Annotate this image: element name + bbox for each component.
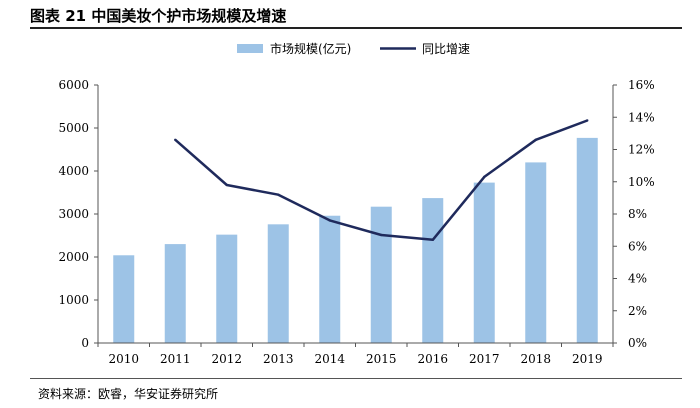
growth-point-2015 <box>380 233 383 237</box>
bar-2017 <box>473 182 495 343</box>
chart-title: 图表 21 中国美妆个护市场规模及增速 <box>30 7 287 25</box>
x-tick-label: 2012 <box>211 352 242 366</box>
left-tick-label: 2000 <box>58 250 89 264</box>
bar-2016 <box>422 198 444 343</box>
bar-2018 <box>525 162 547 343</box>
x-tick-label: 2019 <box>572 352 603 366</box>
bar-2014 <box>319 215 341 343</box>
growth-point-2016 <box>431 238 434 241</box>
x-tick-label: 2017 <box>469 352 500 366</box>
line-layer <box>174 119 589 242</box>
axes-layer: 0 1000 2000 3000 4000 5000 6000 0% 2% 4% 6% 8% 10% 12… <box>58 78 654 366</box>
bar-2011 <box>164 244 186 343</box>
growth-point-2018 <box>534 138 537 142</box>
x-tick-label: 2014 <box>314 352 345 366</box>
bar-2012 <box>216 234 238 343</box>
right-tick-label: 12% <box>628 143 655 157</box>
right-tick-label: 8% <box>628 207 647 221</box>
growth-point-2011 <box>174 138 177 142</box>
right-tick-label: 10% <box>628 175 655 189</box>
x-tick-label: 2013 <box>263 352 294 366</box>
growth-point-2014 <box>328 219 331 222</box>
title-rule <box>30 27 682 29</box>
legend-line-label: 同比增速 <box>422 42 470 56</box>
x-tick-label: 2016 <box>417 352 448 366</box>
right-tick-label: 4% <box>628 272 647 286</box>
right-tick-label: 14% <box>628 110 655 124</box>
growth-point-2017 <box>483 175 486 179</box>
source-note: 资料来源：欧睿，华安证券研究所 <box>38 387 219 401</box>
right-tick-label: 0% <box>628 336 647 350</box>
bar-2010 <box>113 255 135 343</box>
bar-2015 <box>370 206 392 343</box>
x-tick-label: 2010 <box>108 352 139 366</box>
growth-point-2019 <box>586 119 589 122</box>
chart-area: 0 1000 2000 3000 4000 5000 6000 0% 2% 4% 6% 8% 10% 12… <box>58 41 654 366</box>
right-tick-label: 2% <box>628 304 647 318</box>
source-rule <box>30 378 682 379</box>
x-tick-label: 2015 <box>366 352 397 366</box>
growth-point-2012 <box>225 183 228 187</box>
left-tick-label: 0 <box>81 336 89 350</box>
growth-point-2013 <box>277 193 280 196</box>
legend: 市场规模(亿元) 同比增速 <box>237 41 470 56</box>
left-tick-label: 6000 <box>58 78 89 92</box>
x-tick-label: 2011 <box>160 352 191 366</box>
right-tick-label: 16% <box>628 78 655 92</box>
right-tick-label: 6% <box>628 239 647 253</box>
left-tick-label: 3000 <box>58 207 89 221</box>
bar-2019 <box>576 137 598 343</box>
legend-bar-swatch <box>237 44 263 53</box>
left-tick-label: 4000 <box>58 164 89 178</box>
x-tick-label: 2018 <box>520 352 551 366</box>
left-tick-label: 5000 <box>58 121 89 135</box>
bar-2013 <box>267 224 289 343</box>
legend-bar-label: 市场规模(亿元) <box>270 41 351 56</box>
left-tick-label: 1000 <box>58 293 89 307</box>
bars-layer <box>113 137 598 343</box>
